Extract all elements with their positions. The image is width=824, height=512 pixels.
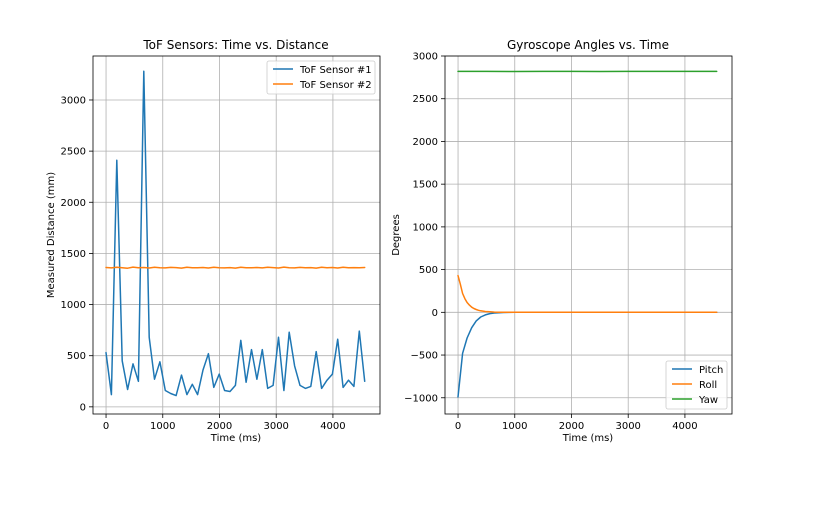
tof-y-tick-label: 0: [80, 402, 86, 413]
gyro-series-line-roll: [457, 274, 718, 314]
gyro-x-tick-label: 4000: [672, 421, 697, 432]
gyro-y-tick-label: 1000: [413, 222, 438, 233]
gyro-y-tick-label: 500: [419, 265, 438, 276]
tof-x-tick-label: 1000: [150, 421, 175, 432]
tof-y-tick-label: 2000: [61, 198, 86, 209]
gyro-chart-ticks: 0 1000 2000 3000 4000 −1000 −500 0 500 1000 1500 20…: [404, 52, 697, 433]
gyro-legend-box: [665, 360, 728, 410]
tof-series-line-tof-sensor-1: [105, 70, 366, 397]
gyro-y-tick-label: 0: [432, 308, 438, 319]
tof-x-tick-label: 3000: [263, 421, 288, 432]
tof-x-tick-label: 2000: [207, 421, 232, 432]
tof-y-tick-label: 3000: [61, 95, 86, 106]
gyro-x-tick-label: 3000: [615, 421, 640, 432]
gyro-x-axis-label: Time (ms): [562, 433, 614, 444]
gyro-legend-label-pitch: Pitch: [699, 365, 723, 376]
gyro-y-tick-label: −500: [411, 351, 438, 362]
gyro-x-tick-label: 1000: [502, 421, 527, 432]
tof-x-axis-label: Time (ms): [210, 433, 262, 444]
tof-y-tick-label: 1000: [61, 300, 86, 311]
tof-y-tick-label: 2500: [61, 147, 86, 158]
tof-chart-frame: [92, 55, 381, 415]
tof-chart-ticks: 0 1000 2000 3000 4000 0 500 1000 1500 2000 2500 300…: [61, 95, 346, 432]
gyro-chart-title: Gyroscope Angles vs. Time: [507, 38, 669, 52]
tof-series-line-tof-sensor-2: [105, 266, 366, 269]
gyro-y-tick-label: 2000: [413, 137, 438, 148]
tof-legend-label-sensor-1: ToF Sensor #1: [299, 65, 372, 76]
tof-legend: ToF Sensor #1 ToF Sensor #2: [266, 60, 376, 95]
gyro-y-tick-label: 1500: [413, 180, 438, 191]
gyro-y-tick-label: 3000: [413, 52, 438, 63]
tof-y-axis-label: Measured Distance (mm): [46, 172, 57, 298]
tof-legend-label-sensor-2: ToF Sensor #2: [299, 80, 372, 91]
tof-chart-title: ToF Sensors: Time vs. Distance: [142, 38, 328, 52]
gyro-y-tick-label: −1000: [404, 393, 438, 404]
gyro-chart-series: [457, 70, 718, 398]
gyro-chart-frame: [444, 55, 733, 415]
gyro-legend-label-roll: Roll: [699, 380, 717, 391]
gyro-y-axis-label: Degrees: [391, 214, 402, 256]
tof-x-tick-label: 4000: [320, 421, 345, 432]
tof-legend-box: [266, 60, 376, 95]
gyro-x-tick-label: 2000: [559, 421, 584, 432]
tof-chart: ToF Sensors: Time vs. Distance 0 1000 2000…: [46, 38, 381, 444]
tof-chart-series: [105, 70, 366, 397]
gyro-legend-label-yaw: Yaw: [698, 395, 718, 406]
tof-x-tick-label: 0: [103, 421, 109, 432]
gyro-chart: Gyroscope Angles vs. Time 0 1000 2000 3000 4…: [391, 38, 733, 444]
gyro-y-tick-label: 2500: [413, 94, 438, 105]
gyro-legend: Pitch Roll Yaw: [665, 360, 728, 410]
gyro-x-tick-label: 0: [455, 421, 461, 432]
tof-y-tick-label: 500: [67, 351, 86, 362]
tof-y-tick-label: 1500: [61, 249, 86, 260]
